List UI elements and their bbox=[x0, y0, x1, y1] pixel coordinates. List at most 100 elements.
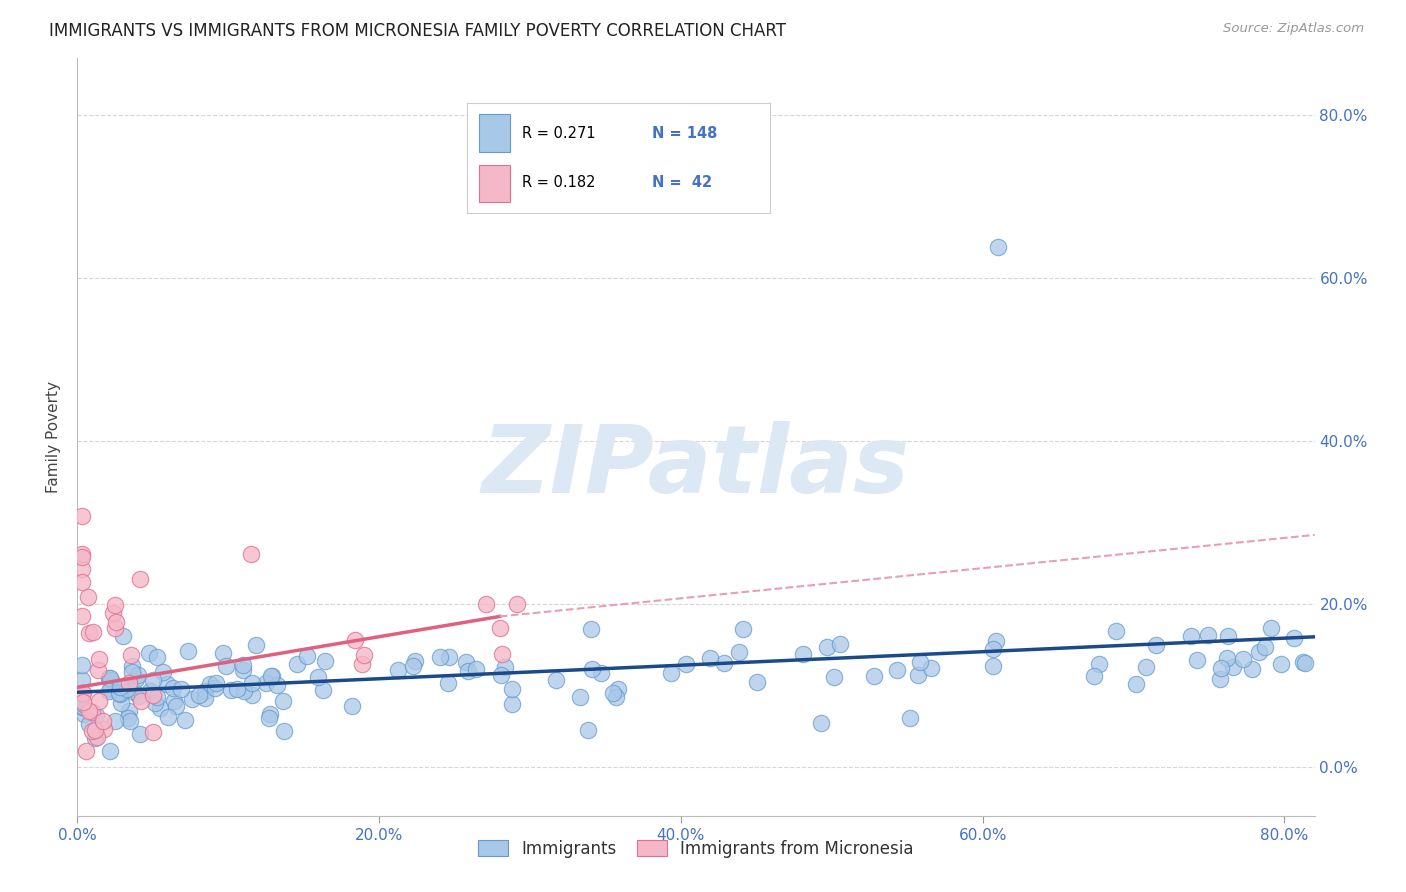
Immigrants bbox=[215, 659, 238, 673]
Immigrants bbox=[713, 656, 735, 670]
Immigrants bbox=[157, 710, 180, 724]
Immigrants bbox=[1083, 669, 1105, 683]
Immigrants bbox=[908, 655, 931, 669]
Immigrants bbox=[1105, 624, 1128, 638]
Immigrants bbox=[118, 704, 141, 718]
Immigrants bbox=[1232, 652, 1254, 666]
Immigrants bbox=[162, 681, 184, 696]
Immigrants bbox=[254, 676, 277, 690]
Immigrants bbox=[1088, 657, 1111, 672]
Immigrants bbox=[170, 681, 193, 696]
Immigrants bbox=[204, 681, 226, 695]
Immigrants bbox=[129, 727, 152, 741]
Immigrants from Micronesia bbox=[80, 723, 103, 738]
Immigrants bbox=[77, 716, 100, 731]
Immigrants from Micronesia bbox=[93, 722, 115, 736]
Immigrants from Micronesia bbox=[491, 647, 513, 661]
Immigrants from Micronesia bbox=[70, 547, 93, 561]
Immigrants bbox=[312, 683, 335, 698]
Immigrants bbox=[125, 673, 148, 687]
Immigrants bbox=[815, 640, 838, 654]
Immigrants from Micronesia bbox=[86, 730, 108, 744]
Immigrants bbox=[1197, 628, 1219, 642]
Text: IMMIGRANTS VS IMMIGRANTS FROM MICRONESIA FAMILY POVERTY CORRELATION CHART: IMMIGRANTS VS IMMIGRANTS FROM MICRONESIA… bbox=[49, 22, 786, 40]
Immigrants bbox=[145, 690, 167, 705]
Immigrants bbox=[1125, 677, 1147, 691]
Immigrants bbox=[569, 690, 592, 704]
Immigrants bbox=[297, 649, 319, 664]
Immigrants bbox=[792, 648, 814, 662]
Immigrants bbox=[1270, 657, 1292, 672]
Immigrants bbox=[146, 650, 169, 665]
Immigrants bbox=[1216, 651, 1239, 665]
Immigrants from Micronesia bbox=[343, 632, 366, 647]
Immigrants bbox=[212, 646, 235, 660]
Immigrants bbox=[72, 697, 94, 711]
Immigrants bbox=[659, 665, 682, 680]
Immigrants bbox=[112, 629, 135, 643]
Immigrants bbox=[699, 651, 721, 665]
Immigrants bbox=[747, 675, 769, 690]
Immigrants bbox=[70, 657, 93, 672]
Immigrants bbox=[162, 694, 184, 708]
Immigrants bbox=[73, 707, 96, 722]
Immigrants bbox=[152, 665, 174, 680]
Immigrants bbox=[273, 723, 295, 738]
Immigrants bbox=[429, 649, 451, 664]
Immigrants from Micronesia bbox=[70, 508, 93, 523]
Legend: Immigrants, Immigrants from Micronesia: Immigrants, Immigrants from Micronesia bbox=[471, 833, 921, 864]
Immigrants bbox=[494, 659, 516, 673]
Immigrants from Micronesia bbox=[70, 574, 93, 589]
Immigrants bbox=[986, 633, 1008, 648]
Immigrants bbox=[98, 683, 121, 698]
Immigrants bbox=[232, 684, 254, 698]
Immigrants bbox=[104, 714, 127, 729]
Immigrants from Micronesia bbox=[104, 615, 127, 629]
Immigrants from Micronesia bbox=[82, 705, 104, 719]
Immigrants bbox=[436, 676, 458, 690]
Immigrants bbox=[1144, 638, 1167, 652]
Immigrants from Micronesia bbox=[82, 624, 104, 639]
Immigrants bbox=[266, 678, 288, 692]
Immigrants bbox=[149, 701, 172, 715]
Immigrants bbox=[675, 657, 697, 671]
Immigrants bbox=[70, 673, 93, 688]
Immigrants bbox=[260, 669, 283, 683]
Immigrants bbox=[245, 638, 267, 652]
Immigrants bbox=[120, 714, 142, 728]
Immigrants from Micronesia bbox=[91, 714, 114, 728]
Immigrants from Micronesia bbox=[129, 572, 152, 586]
Immigrants bbox=[437, 649, 460, 664]
Immigrants from Micronesia bbox=[70, 562, 93, 576]
Immigrants bbox=[165, 699, 187, 714]
Immigrants bbox=[898, 711, 921, 725]
Immigrants bbox=[118, 681, 141, 695]
Immigrants bbox=[70, 686, 93, 700]
Immigrants from Micronesia bbox=[240, 547, 263, 561]
Immigrants bbox=[240, 688, 263, 702]
Immigrants from Micronesia bbox=[70, 608, 93, 623]
Immigrants from Micronesia bbox=[77, 591, 100, 605]
Immigrants bbox=[204, 676, 226, 690]
Immigrants bbox=[127, 668, 149, 682]
Immigrants bbox=[589, 666, 612, 681]
Immigrants bbox=[1135, 660, 1157, 674]
Immigrants bbox=[188, 688, 211, 702]
Immigrants bbox=[110, 696, 132, 710]
Immigrants bbox=[70, 700, 93, 714]
Immigrants bbox=[142, 673, 165, 687]
Immigrants bbox=[98, 671, 121, 685]
Immigrants bbox=[501, 682, 523, 697]
Immigrants bbox=[489, 667, 512, 681]
Immigrants bbox=[810, 715, 832, 730]
Immigrants bbox=[576, 723, 599, 738]
Immigrants bbox=[86, 708, 108, 723]
Immigrants bbox=[117, 681, 139, 696]
Immigrants bbox=[387, 663, 409, 677]
Immigrants bbox=[98, 744, 121, 758]
Immigrants bbox=[180, 692, 202, 706]
Immigrants bbox=[138, 646, 160, 660]
Immigrants from Micronesia bbox=[70, 686, 93, 700]
Immigrants bbox=[117, 711, 139, 725]
Immigrants from Micronesia bbox=[129, 694, 152, 708]
